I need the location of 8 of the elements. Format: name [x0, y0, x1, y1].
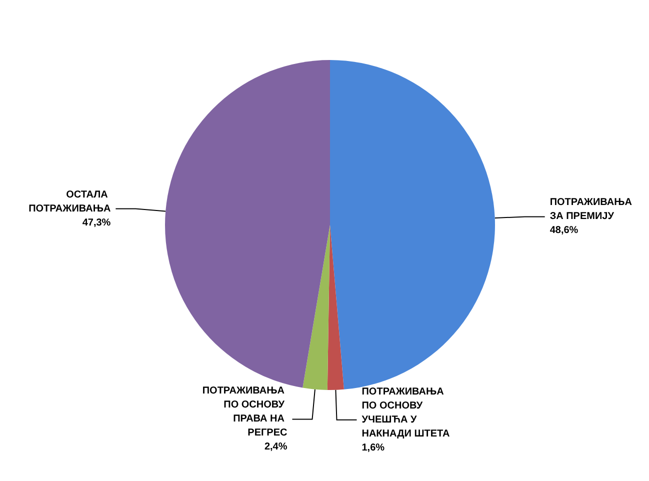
slice-label: ПОТРАЖИВАЊА ПО ОСНОВУ УЧЕШЋА У НАКНАДИ ШТЕТА [362, 386, 450, 440]
data-label: 48,6% [550, 225, 578, 236]
slice-label: ПОТРАЖИВАЊА ЗА ПРЕМИЈУ [550, 197, 635, 222]
data-label: 47,3% [82, 217, 111, 228]
data-label: 2,4% [264, 442, 288, 453]
slice-label: ОСТАЛА ПОТРАЖИВАЊА [28, 189, 111, 214]
data-label: 1,6% [362, 442, 385, 454]
slice-label: ПОТРАЖИВАЊА ПО ОСНОВУ ПРАВА НА РЕГРЕС [202, 386, 288, 439]
